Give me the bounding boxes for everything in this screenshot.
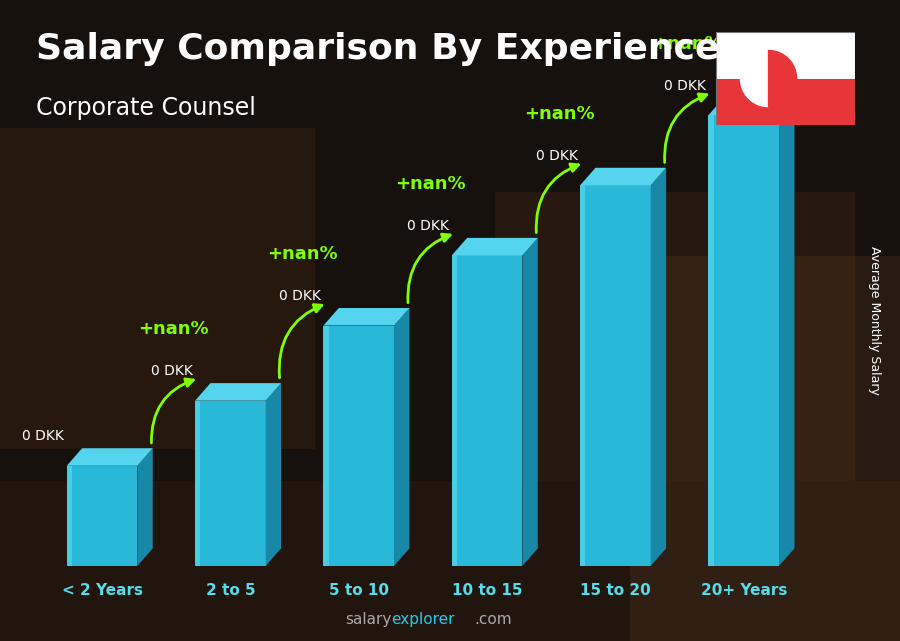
Polygon shape [452,255,522,566]
Text: 0 DKK: 0 DKK [22,429,64,443]
Polygon shape [323,308,410,326]
Polygon shape [708,97,795,115]
Text: 10 to 15: 10 to 15 [452,583,522,599]
Polygon shape [741,51,769,106]
Polygon shape [323,326,394,566]
Text: +nan%: +nan% [395,175,466,193]
Polygon shape [779,97,795,566]
Text: +nan%: +nan% [267,245,338,263]
Polygon shape [651,168,666,566]
Polygon shape [708,115,714,566]
Text: 0 DKK: 0 DKK [408,219,449,233]
Text: 0 DKK: 0 DKK [279,289,321,303]
Bar [716,32,855,79]
Polygon shape [580,168,666,185]
Polygon shape [67,466,72,566]
Polygon shape [195,401,266,566]
Polygon shape [266,383,281,566]
Text: Salary Comparison By Experience: Salary Comparison By Experience [36,32,719,66]
Text: 0 DKK: 0 DKK [664,79,706,93]
Text: salary: salary [345,612,392,627]
Polygon shape [708,115,779,566]
Text: 0 DKK: 0 DKK [536,149,578,163]
Polygon shape [522,238,538,566]
Polygon shape [769,51,796,106]
Polygon shape [67,466,138,566]
Text: 20+ Years: 20+ Years [700,583,787,599]
Text: explorer: explorer [392,612,455,627]
Polygon shape [138,448,153,566]
Text: 2 to 5: 2 to 5 [205,583,256,599]
Polygon shape [195,383,281,401]
Text: Average Monthly Salary: Average Monthly Salary [868,246,881,395]
Polygon shape [394,308,410,566]
Text: < 2 Years: < 2 Years [61,583,142,599]
Polygon shape [323,326,328,566]
Text: 0 DKK: 0 DKK [150,364,193,378]
Text: Corporate Counsel: Corporate Counsel [36,96,256,120]
Polygon shape [452,238,538,255]
Polygon shape [195,401,200,566]
Text: +nan%: +nan% [139,320,209,338]
Text: +nan%: +nan% [524,104,594,122]
Polygon shape [452,255,457,566]
Polygon shape [580,185,651,566]
Text: +nan%: +nan% [652,35,723,53]
Bar [716,79,855,125]
Text: .com: .com [474,612,512,627]
Polygon shape [580,185,585,566]
Text: 5 to 10: 5 to 10 [328,583,389,599]
Text: 15 to 20: 15 to 20 [580,583,651,599]
Polygon shape [67,448,153,466]
